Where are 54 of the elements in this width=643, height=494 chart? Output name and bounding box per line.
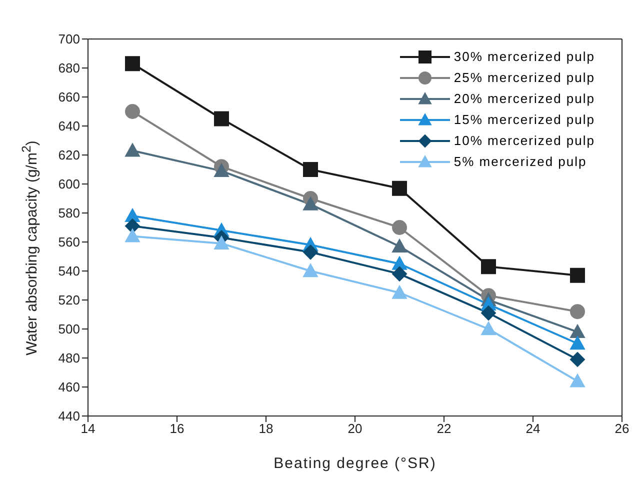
y-tick-label: 640 [58,118,80,134]
point [481,322,496,336]
point [303,196,318,210]
y-tick-label: 440 [58,408,80,424]
point [125,56,140,72]
y-tick-label: 540 [58,264,80,279]
y-tick-label: 480 [58,350,80,366]
point [214,163,229,178]
point [125,143,140,157]
point [392,266,407,282]
x-tick-label: 16 [170,421,184,436]
x-tick-label: 14 [80,421,96,436]
point [570,324,585,338]
x-tick-label: 22 [436,421,452,436]
y-tick-label: 560 [58,234,80,250]
point [570,374,585,388]
legend-label: 5% mercerized pulp [454,154,587,169]
legend-label: 15% mercerized pulp [454,112,595,127]
x-tick-label: 26 [614,421,630,436]
y-tick-label: 460 [58,380,80,395]
y-tick-label: 580 [58,206,80,221]
point [303,244,318,260]
point [481,259,496,274]
point [214,111,229,126]
point [570,304,585,320]
point [125,104,140,119]
point [214,236,229,250]
point [392,285,407,299]
legend-label: 25% mercerized pulp [454,70,595,85]
y-tick-label: 500 [58,322,80,337]
point [570,336,585,350]
y-tick-label: 620 [58,148,80,163]
point [392,238,407,252]
point [392,180,407,196]
legend-label: 10% mercerized pulp [454,133,595,148]
y-tick-label: 660 [58,90,80,105]
y-tick-label: 600 [58,176,80,192]
x-tick-label: 24 [526,421,540,436]
point [303,162,318,177]
point [570,268,585,283]
point [125,218,140,234]
x-tick-label: 20 [348,421,362,436]
y-tick-label: 520 [58,292,80,308]
y-tick-label: 680 [58,60,80,76]
y-tick-label: 700 [58,32,80,47]
point [392,220,407,235]
x-axis-title: Beating degree (°SR) [274,455,436,472]
x-tick-label: 18 [258,421,274,436]
legend-label: 30% mercerized pulp [454,49,595,64]
legend-label: 20% mercerized pulp [454,91,595,106]
point [303,264,318,278]
point [125,228,140,242]
point [481,306,496,321]
point [570,352,585,367]
